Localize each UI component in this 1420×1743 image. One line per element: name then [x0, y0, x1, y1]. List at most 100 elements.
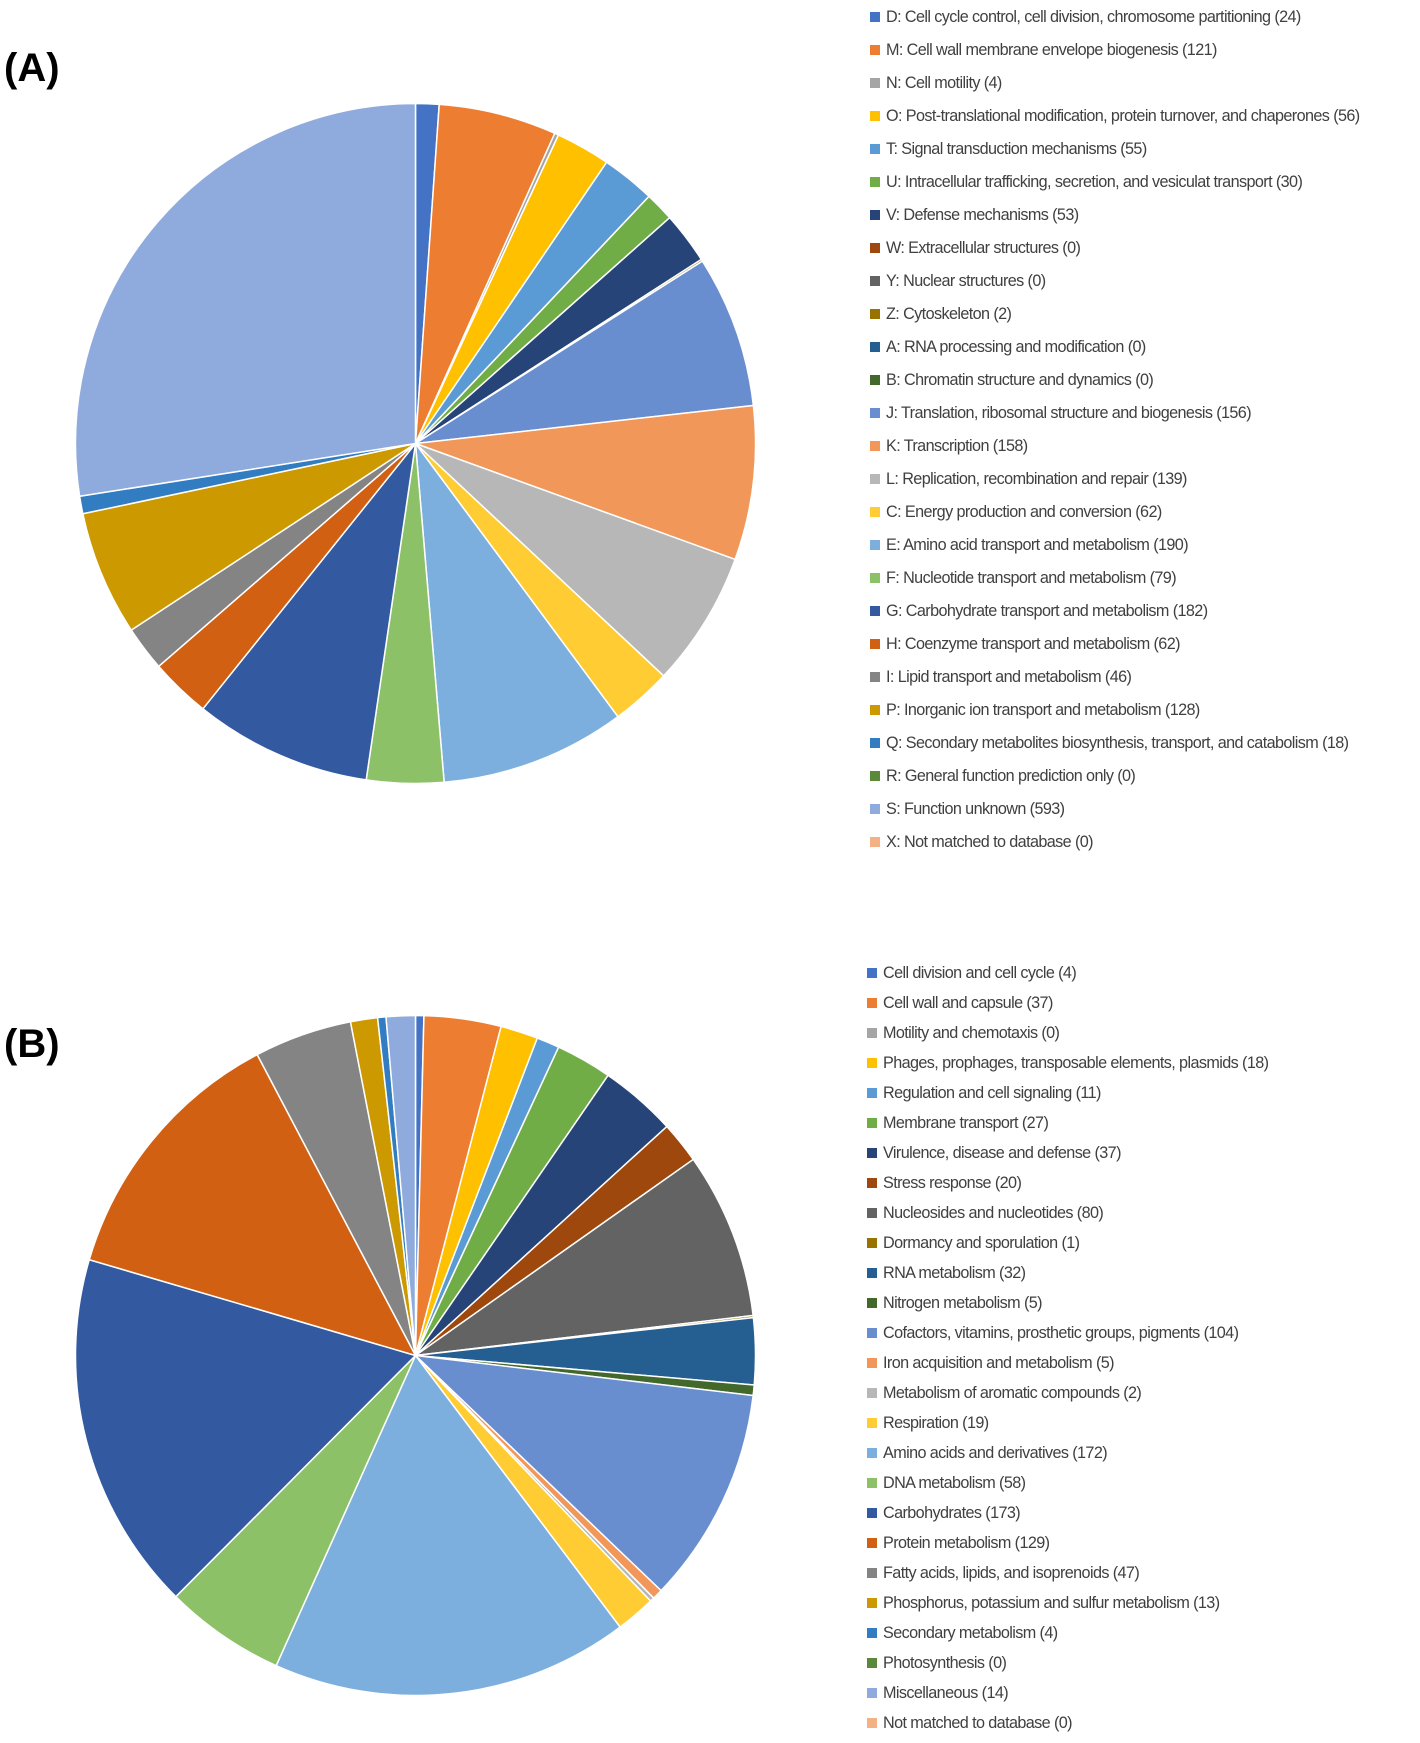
legend-b-swatch — [867, 1538, 877, 1548]
legend-b-swatch — [867, 1478, 877, 1488]
legend-b-label: Cell division and cell cycle (4) — [883, 964, 1077, 982]
legend-a-swatch — [870, 407, 880, 418]
legend-a-label: K: Transcription (158) — [886, 436, 1028, 455]
legend-a-swatch — [870, 374, 880, 385]
legend-b-label: Stress response (20) — [883, 1174, 1022, 1192]
legend-a-label: P: Inorganic ion transport and metabolis… — [886, 700, 1200, 719]
pie-a-slice-21 — [81, 442, 416, 632]
legend-a-swatch — [870, 242, 880, 253]
legend-b-item: Secondary metabolism (4) — [867, 1618, 1268, 1648]
legend-b-item: Phages, prophages, transposable elements… — [867, 1048, 1269, 1078]
legend-b-label: Phosphorus, potassium and sulfur metabol… — [883, 1594, 1220, 1612]
panel-b-label: (B) — [4, 1022, 60, 1066]
pie-a-slice-16 — [414, 440, 619, 784]
pie-b-slice-16 — [275, 1354, 622, 1697]
legend-b-swatch — [867, 1598, 877, 1608]
legend-a-label: W: Extracellular structures (0) — [886, 238, 1081, 257]
legend-a-swatch — [870, 770, 880, 781]
legend-b-label: Membrane transport (27) — [883, 1114, 1049, 1132]
legend-b-label: Iron acquisition and metabolism (5) — [883, 1354, 1115, 1372]
legend-b-label: Motility and chemotaxis (0) — [883, 1024, 1060, 1042]
legend-b-item: Iron acquisition and metabolism (5) — [867, 1348, 1268, 1378]
legend-a-item: W: Extracellular structures (0) — [870, 231, 1360, 264]
legend-a-item: I: Lipid transport and metabolism (46) — [870, 660, 1360, 693]
legend-a-item: O: Post-translational modification, prot… — [870, 99, 1360, 132]
legend-b-item: Cell division and cell cycle (4) — [867, 958, 1268, 988]
legend-b-label: Photosynthesis (0) — [883, 1654, 1007, 1672]
legend-b-item: Amino acids and derivatives (172) — [867, 1438, 1268, 1468]
legend-a-swatch — [870, 110, 880, 121]
legend-b-item: Cofactors, vitamins, prosthetic groups, … — [867, 1318, 1268, 1348]
legend-b-swatch — [867, 1118, 877, 1128]
legend-b-label: Phages, prophages, transposable elements… — [883, 1054, 1269, 1072]
legend-a-swatch — [870, 308, 880, 319]
legend-b: Cell division and cell cycle (4) Cell wal… — [867, 958, 1269, 1738]
legend-a-label: E: Amino acid transport and metabolism (… — [886, 535, 1189, 554]
legend-b-swatch — [867, 1268, 877, 1278]
legend-b-swatch — [867, 968, 877, 978]
legend-b-item: DNA metabolism (58) — [867, 1468, 1268, 1498]
legend-b-item: Protein metabolism (129) — [867, 1528, 1268, 1558]
legend-b-label: Miscellaneous (14) — [883, 1684, 1009, 1702]
legend-a-swatch — [870, 44, 880, 55]
legend-a-item: K: Transcription (158) — [870, 429, 1360, 462]
legend-b-swatch — [867, 1508, 877, 1518]
legend-a-label: L: Replication, recombination and repair… — [886, 469, 1187, 488]
legend-b-swatch — [867, 1148, 877, 1158]
legend-b-label: Metabolism of aromatic compounds (2) — [883, 1384, 1142, 1402]
legend-b-item: Nucleosides and nucleotides (80) — [867, 1198, 1268, 1228]
legend-a-swatch — [870, 803, 880, 814]
legend-a-item: J: Translation, ribosomal structure and … — [870, 396, 1360, 429]
legend-b-item: Stress response (20) — [867, 1168, 1268, 1198]
legend-b-swatch — [867, 998, 877, 1008]
legend-a-item: R: General function prediction only (0) — [870, 759, 1360, 792]
legend-a-label: M: Cell wall membrane envelope biogenesi… — [886, 40, 1217, 59]
legend-a-item: P: Inorganic ion transport and metabolis… — [870, 693, 1360, 726]
legend-a: D: Cell cycle control, cell division, ch… — [870, 0, 1360, 858]
legend-a-swatch — [870, 605, 880, 616]
legend-b-swatch — [867, 1028, 877, 1038]
legend-b-swatch — [867, 1298, 877, 1308]
legend-a-swatch — [870, 275, 880, 286]
legend-b-swatch — [867, 1178, 877, 1188]
pie-b-slice-8 — [415, 1158, 754, 1357]
legend-b-swatch — [867, 1058, 877, 1068]
legend-b-label: Cofactors, vitamins, prosthetic groups, … — [883, 1324, 1239, 1342]
legend-a-swatch — [870, 671, 880, 682]
legend-b-swatch — [867, 1088, 877, 1098]
legend-a-item: V: Defense mechanisms (53) — [870, 198, 1360, 231]
legend-b-label: Protein metabolism (129) — [883, 1534, 1050, 1552]
legend-b-label: DNA metabolism (58) — [883, 1474, 1026, 1492]
legend-a-swatch — [870, 572, 880, 583]
legend-a-label: Y: Nuclear structures (0) — [886, 271, 1046, 290]
legend-a-item: C: Energy production and conversion (62) — [870, 495, 1360, 528]
legend-b-label: Nucleosides and nucleotides (80) — [883, 1204, 1104, 1222]
pie-a-slice-18 — [201, 440, 417, 781]
legend-a-label: V: Defense mechanisms (53) — [886, 205, 1079, 224]
legend-a-item: M: Cell wall membrane envelope biogenesi… — [870, 33, 1360, 66]
legend-a-item: N: Cell motility (4) — [870, 66, 1360, 99]
legend-a-label: F: Nucleotide transport and metabolism (… — [886, 568, 1177, 587]
legend-b-label: Regulation and cell signaling (11) — [883, 1084, 1101, 1102]
panel-a-label: (A) — [4, 46, 60, 90]
legend-b-item: Cell wall and capsule (37) — [867, 988, 1268, 1018]
legend-a-label: H: Coenzyme transport and metabolism (62… — [886, 634, 1180, 653]
legend-b-swatch — [867, 1388, 877, 1398]
legend-a-swatch — [870, 638, 880, 649]
legend-a-swatch — [870, 506, 880, 517]
legend-a-swatch — [870, 176, 880, 187]
legend-a-label: C: Energy production and conversion (62) — [886, 502, 1162, 521]
legend-a-item: Y: Nuclear structures (0) — [870, 264, 1360, 297]
pie-b-slice-24 — [385, 1014, 417, 1356]
legend-a-label: T: Signal transduction mechanisms (55) — [886, 139, 1147, 158]
legend-b-label: Amino acids and derivatives (172) — [883, 1444, 1108, 1462]
legend-a-swatch — [870, 143, 880, 154]
legend-a-label: G: Carbohydrate transport and metabolism… — [886, 601, 1208, 620]
legend-a-swatch — [870, 11, 880, 22]
legend-a-label: I: Lipid transport and metabolism (46) — [886, 667, 1132, 686]
legend-a-label: J: Translation, ribosomal structure and … — [886, 403, 1252, 422]
legend-b-label: Nitrogen metabolism (5) — [883, 1294, 1043, 1312]
legend-a-swatch — [870, 209, 880, 220]
legend-b-item: Carbohydrates (173) — [867, 1498, 1268, 1528]
legend-b-swatch — [867, 1328, 877, 1338]
